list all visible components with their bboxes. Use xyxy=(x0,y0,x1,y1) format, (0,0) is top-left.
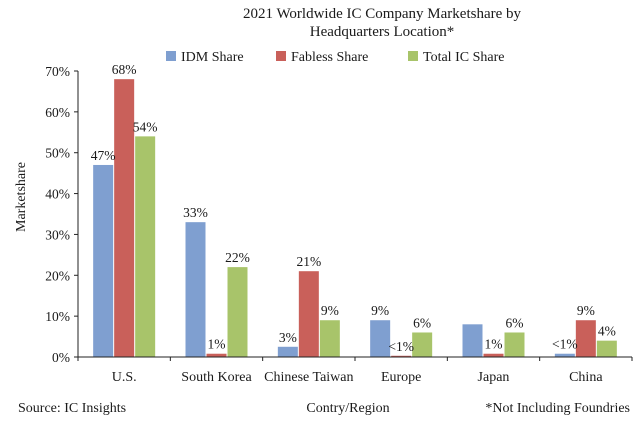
data-label: <1% xyxy=(552,337,578,352)
y-tick-label: 60% xyxy=(45,105,70,120)
bar xyxy=(206,353,227,357)
x-category-label: U.S. xyxy=(112,370,137,385)
data-label: 33% xyxy=(183,205,208,220)
legend-label: Fabless Share xyxy=(291,50,368,65)
data-label: 68% xyxy=(112,62,137,77)
footnote: *Not Including Foundries xyxy=(485,401,630,416)
bar xyxy=(596,340,617,357)
bar xyxy=(185,222,206,357)
bar xyxy=(554,353,575,357)
data-label: 21% xyxy=(296,254,321,269)
data-label: 6% xyxy=(506,315,524,330)
data-label: 47% xyxy=(91,148,116,163)
x-axis-title: Contry/Region xyxy=(306,401,389,416)
x-category-label: Chinese Taiwan xyxy=(264,370,353,385)
bar xyxy=(135,136,156,357)
data-label: 9% xyxy=(371,303,389,318)
y-tick-label: 20% xyxy=(45,268,70,283)
source-note: Source: IC Insights xyxy=(18,401,126,416)
data-label: 4% xyxy=(598,324,616,339)
bar xyxy=(114,79,135,358)
y-tick-label: 10% xyxy=(45,309,70,324)
bar xyxy=(412,332,433,357)
data-label: 6% xyxy=(413,315,431,330)
data-label: 22% xyxy=(225,250,250,265)
legend-swatch xyxy=(276,51,286,61)
data-label: 54% xyxy=(133,119,158,134)
x-category-label: China xyxy=(569,370,603,385)
chart-title: 2021 Worldwide IC Company Marketshare by xyxy=(243,6,522,22)
legend-label: Total IC Share xyxy=(423,50,504,65)
y-axis: 0% 10% 20% 30% 40% 50% 60% 70% xyxy=(45,64,79,365)
y-tick-label: 70% xyxy=(45,64,70,79)
legend-label: IDM Share xyxy=(181,50,244,65)
chart-subtitle: Headquarters Location* xyxy=(310,24,455,40)
bar xyxy=(575,320,596,357)
y-tick-label: 40% xyxy=(45,187,70,202)
legend-swatch xyxy=(166,51,176,61)
x-category-label: South Korea xyxy=(181,370,252,385)
data-label: 9% xyxy=(321,303,339,318)
bar xyxy=(93,164,114,357)
bar xyxy=(298,271,319,357)
bar xyxy=(370,320,391,357)
y-tick-label: 0% xyxy=(52,350,70,365)
bar xyxy=(462,324,483,357)
bar xyxy=(391,355,412,357)
data-label: 9% xyxy=(577,303,595,318)
data-label: 3% xyxy=(279,330,297,345)
bar xyxy=(319,320,340,357)
bar xyxy=(504,332,525,357)
y-tick-label: 50% xyxy=(45,146,70,161)
bar xyxy=(277,346,298,357)
data-label: 1% xyxy=(208,337,226,352)
y-tick-label: 30% xyxy=(45,227,70,242)
x-category-label: Europe xyxy=(381,370,421,385)
chart-legend: IDM Share Fabless Share Total IC Share xyxy=(166,50,504,65)
data-label: 1% xyxy=(485,337,503,352)
data-labels-group: 47%68%54%33%1%22%3%21%9% 9%<1%6%1%6%<1%9%… xyxy=(91,62,616,354)
bar xyxy=(227,267,248,357)
x-axis: U.S. South Korea Chinese Taiwan Europe Japan… xyxy=(77,356,633,385)
data-label: <1% xyxy=(388,339,414,354)
bar xyxy=(483,353,504,357)
y-axis-title: Marketshare xyxy=(14,162,29,232)
bars-group xyxy=(93,79,617,358)
x-category-label: Japan xyxy=(478,370,510,385)
legend-swatch xyxy=(408,51,418,61)
